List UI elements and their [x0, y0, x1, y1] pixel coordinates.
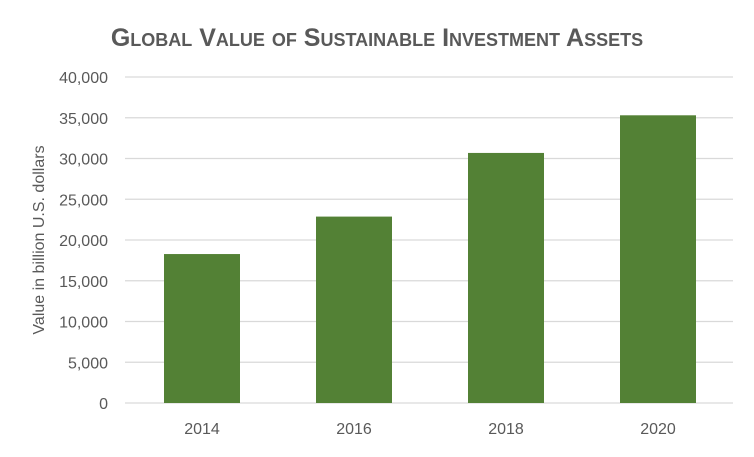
y-tick-label: 10,000: [59, 315, 108, 332]
x-tick-label: 2020: [640, 421, 676, 438]
bar-2016: [316, 216, 392, 403]
y-tick-label: 30,000: [59, 152, 108, 169]
y-tick-label: 20,000: [59, 233, 108, 250]
bar-2014: [164, 254, 240, 403]
y-tick-label: 0: [99, 396, 108, 413]
chart-title: Global Value of Sustainable Investment A…: [111, 24, 643, 52]
x-tick-label: 2014: [184, 421, 220, 438]
y-tick-label: 40,000: [59, 70, 108, 87]
y-tick-label: 25,000: [59, 192, 108, 209]
y-axis-label: Value in billion U.S. dollars: [31, 145, 48, 334]
x-tick-label: 2018: [488, 421, 524, 438]
x-tick-label: 2016: [336, 421, 372, 438]
y-tick-label: 35,000: [59, 111, 108, 128]
bar-2020: [620, 115, 696, 404]
y-tick-label: 5,000: [68, 355, 108, 372]
bar-2018: [468, 152, 544, 403]
y-tick-label: 15,000: [59, 274, 108, 291]
